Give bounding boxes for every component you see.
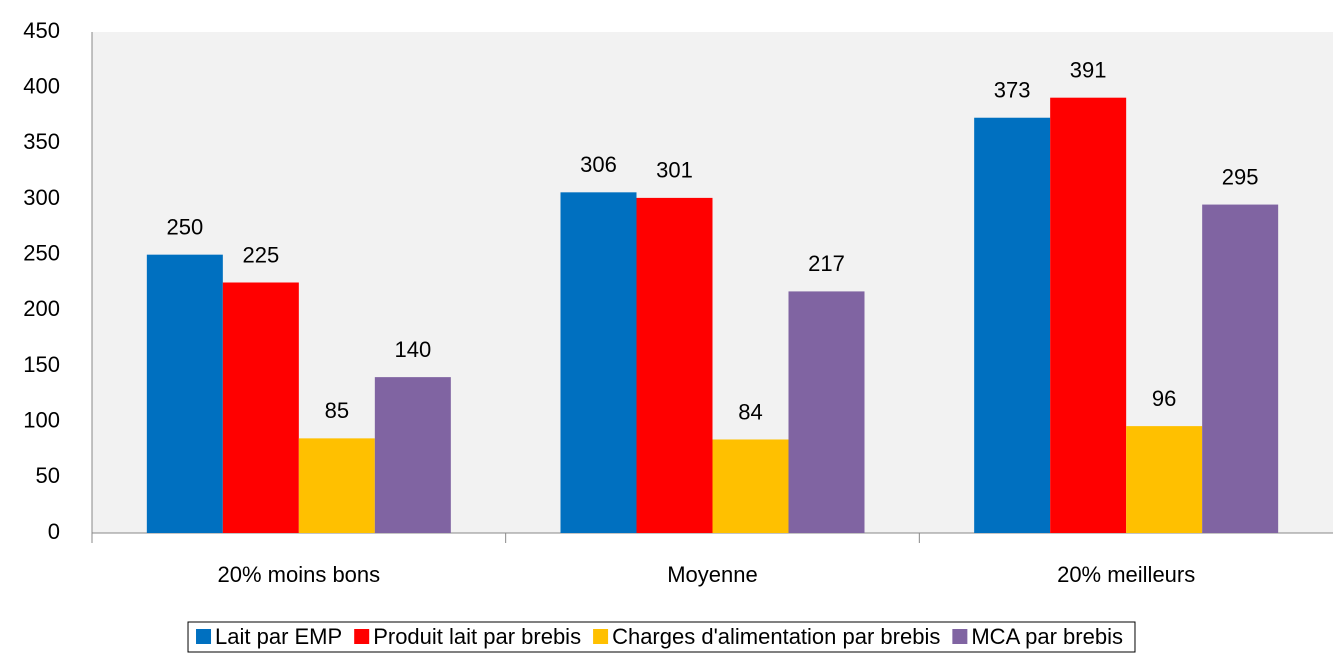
- x-tick-label: Moyenne: [667, 562, 758, 587]
- legend-swatch: [354, 629, 370, 644]
- x-tick-label: 20% meilleurs: [1057, 562, 1195, 587]
- y-tick-label: 400: [23, 73, 60, 98]
- y-tick-label: 50: [36, 463, 60, 488]
- y-tick-label: 200: [23, 296, 60, 321]
- legend-label: MCA par brebis: [971, 624, 1123, 649]
- data-label: 225: [242, 242, 279, 267]
- y-tick-label: 300: [23, 185, 60, 210]
- legend-label: Produit lait par brebis: [373, 624, 581, 649]
- data-label: 96: [1152, 386, 1176, 411]
- y-tick-label: 250: [23, 240, 60, 265]
- data-label: 85: [325, 398, 349, 423]
- data-label: 295: [1222, 164, 1259, 189]
- y-tick-label: 350: [23, 129, 60, 154]
- data-label: 391: [1070, 57, 1107, 82]
- legend: [187, 621, 1136, 653]
- bar: [1202, 204, 1279, 534]
- data-label: 140: [394, 337, 431, 362]
- y-tick-label: 450: [23, 18, 60, 43]
- legend-swatch: [593, 629, 609, 644]
- legend-swatch: [952, 629, 968, 644]
- bar: [788, 291, 865, 533]
- data-label: 250: [166, 214, 203, 239]
- bar: [1050, 97, 1127, 533]
- y-tick-label: 100: [23, 407, 60, 432]
- bar: [636, 197, 713, 534]
- bar: [712, 439, 789, 533]
- bar: [222, 282, 299, 533]
- data-label: 301: [656, 158, 693, 183]
- bar: [374, 377, 451, 533]
- data-label: 84: [738, 399, 762, 424]
- bar: [974, 117, 1051, 533]
- y-tick-label: 150: [23, 352, 60, 377]
- bar: [298, 438, 375, 533]
- y-tick-label: 0: [48, 519, 60, 544]
- bar: [146, 254, 223, 533]
- data-label: 306: [580, 152, 617, 177]
- legend-label: Charges d'alimentation par brebis: [612, 624, 940, 649]
- data-label: 373: [994, 78, 1031, 103]
- x-tick-label: 20% moins bons: [218, 562, 381, 587]
- data-label: 217: [808, 251, 845, 276]
- bar: [1126, 426, 1203, 533]
- legend-swatch: [196, 629, 212, 644]
- bar: [560, 192, 637, 533]
- legend-label: Lait par EMP: [215, 624, 342, 649]
